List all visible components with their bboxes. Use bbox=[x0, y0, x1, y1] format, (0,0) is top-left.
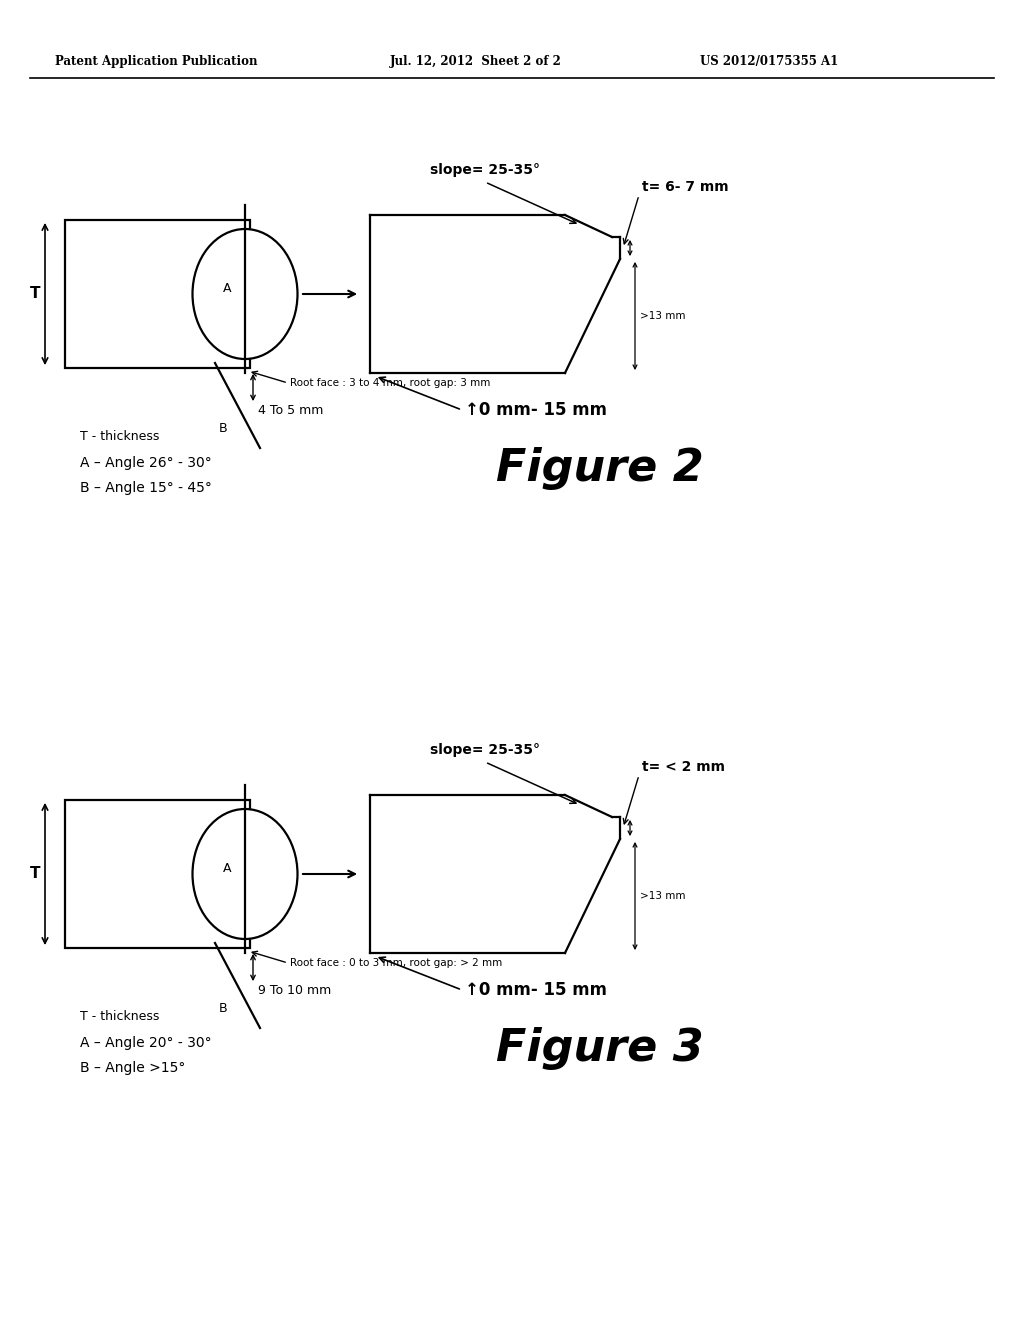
Text: Figure 3: Figure 3 bbox=[496, 1027, 703, 1069]
Text: 9 To 10 mm: 9 To 10 mm bbox=[258, 983, 331, 997]
Text: 4 To 5 mm: 4 To 5 mm bbox=[258, 404, 324, 417]
Text: A: A bbox=[223, 862, 231, 875]
Text: T: T bbox=[30, 286, 40, 301]
Text: B – Angle >15°: B – Angle >15° bbox=[80, 1061, 185, 1074]
Text: Patent Application Publication: Patent Application Publication bbox=[55, 55, 257, 69]
Text: A – Angle 26° - 30°: A – Angle 26° - 30° bbox=[80, 455, 212, 470]
Text: Root face : 3 to 4 mm, root gap: 3 mm: Root face : 3 to 4 mm, root gap: 3 mm bbox=[290, 378, 490, 388]
Text: slope= 25-35°: slope= 25-35° bbox=[430, 743, 540, 756]
Text: t= 6- 7 mm: t= 6- 7 mm bbox=[642, 180, 729, 194]
Text: B: B bbox=[219, 421, 227, 434]
Ellipse shape bbox=[193, 809, 298, 939]
Text: T - thickness: T - thickness bbox=[80, 429, 160, 442]
Text: T: T bbox=[30, 866, 40, 882]
Text: A – Angle 20° - 30°: A – Angle 20° - 30° bbox=[80, 1036, 212, 1049]
Bar bbox=[65, 800, 250, 948]
Text: T - thickness: T - thickness bbox=[80, 1010, 160, 1023]
Bar bbox=[65, 220, 250, 368]
Text: B: B bbox=[219, 1002, 227, 1015]
Text: A: A bbox=[223, 282, 231, 296]
Text: Root face : 0 to 3 mm, root gap: > 2 mm: Root face : 0 to 3 mm, root gap: > 2 mm bbox=[290, 958, 502, 968]
Text: Figure 2: Figure 2 bbox=[496, 446, 703, 490]
Text: t= < 2 mm: t= < 2 mm bbox=[642, 760, 725, 774]
Ellipse shape bbox=[193, 228, 298, 359]
Text: ↑0 mm- 15 mm: ↑0 mm- 15 mm bbox=[465, 981, 607, 999]
Text: slope= 25-35°: slope= 25-35° bbox=[430, 162, 540, 177]
Text: >13 mm: >13 mm bbox=[640, 312, 685, 321]
Text: >13 mm: >13 mm bbox=[640, 891, 685, 902]
Text: B – Angle 15° - 45°: B – Angle 15° - 45° bbox=[80, 480, 212, 495]
Text: ↑0 mm- 15 mm: ↑0 mm- 15 mm bbox=[465, 401, 607, 418]
Text: US 2012/0175355 A1: US 2012/0175355 A1 bbox=[700, 55, 839, 69]
Text: Jul. 12, 2012  Sheet 2 of 2: Jul. 12, 2012 Sheet 2 of 2 bbox=[390, 55, 562, 69]
